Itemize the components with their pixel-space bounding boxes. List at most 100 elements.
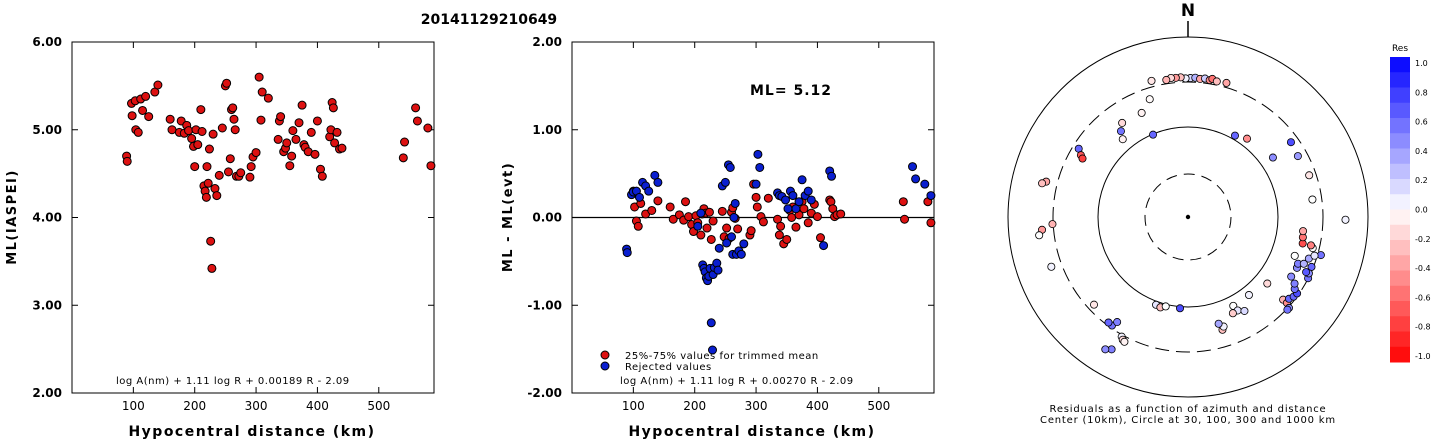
- x-tick-label: 300: [745, 399, 768, 413]
- accepted-point: [706, 234, 716, 244]
- ml-annotation: ML= 5.12: [750, 83, 832, 99]
- station-point: [1243, 134, 1252, 143]
- colorbar-title: Res: [1392, 44, 1408, 54]
- accepted-point: [122, 156, 132, 166]
- rejected-point: [797, 175, 807, 185]
- accepted-point: [702, 223, 712, 233]
- colorbar-tick-label: -0.2: [1415, 235, 1431, 244]
- accepted-point: [203, 178, 213, 188]
- rejected-point: [653, 177, 663, 187]
- x-tick-label: 500: [367, 399, 390, 413]
- accepted-point: [722, 223, 732, 233]
- accepted-point: [225, 154, 235, 164]
- station-point: [1047, 262, 1056, 271]
- accepted-point: [187, 134, 197, 144]
- accepted-point: [330, 138, 340, 148]
- station-point: [1283, 305, 1292, 314]
- accepted-point: [197, 127, 207, 137]
- rejected-point: [803, 186, 813, 196]
- colorbar-segment: [1390, 301, 1410, 317]
- rejected-point: [794, 197, 804, 207]
- plot-frame: [71, 41, 435, 394]
- station-point: [1240, 306, 1249, 315]
- x-tick-label: 200: [683, 399, 706, 413]
- accepted-point: [426, 161, 436, 171]
- colorbar-segment: [1390, 316, 1410, 332]
- legend-label-rejected: Rejected values: [625, 362, 712, 373]
- station-point: [1147, 76, 1156, 85]
- rejected-point: [644, 186, 654, 196]
- rejected-point: [920, 179, 930, 189]
- accepted-point: [276, 112, 286, 122]
- colorbar-segment: [1390, 194, 1410, 210]
- accepted-point: [263, 93, 273, 103]
- accepted-point: [212, 191, 222, 201]
- accepted-point: [127, 111, 137, 121]
- rejected-point: [736, 249, 746, 259]
- colorbar-segment: [1390, 102, 1410, 119]
- colorbar-segment: [1390, 57, 1410, 73]
- station-point: [1161, 302, 1170, 311]
- rejected-point: [783, 204, 793, 214]
- station-point: [1287, 272, 1296, 281]
- station-point: [1212, 77, 1221, 86]
- y-tick-label: -2.00: [527, 386, 562, 400]
- x-tick-label: 300: [245, 399, 268, 413]
- colorbar-segment: [1390, 240, 1410, 256]
- accepted-point: [204, 144, 214, 154]
- formula-label: log A(nm) + 1.11 log R + 0.00270 R - 2.0…: [620, 376, 854, 387]
- accepted-point: [815, 233, 825, 243]
- x-tick-label: 100: [622, 399, 645, 413]
- colorbar-segment: [1390, 346, 1410, 363]
- station-point: [1101, 345, 1110, 354]
- y-axis-label: ML - ML(evt): [501, 162, 516, 272]
- epicenter-dot: [1185, 214, 1191, 220]
- accepted-point: [254, 72, 264, 82]
- ring-1000km: [1007, 36, 1369, 398]
- accepted-point: [297, 100, 307, 110]
- accepted-point: [141, 91, 151, 101]
- accepted-point: [411, 103, 421, 113]
- station-point: [1263, 279, 1272, 288]
- station-point: [1078, 154, 1087, 163]
- rejected-point: [725, 162, 735, 172]
- accepted-point: [208, 129, 218, 139]
- rejected-point: [781, 195, 791, 205]
- y-tick-label: 6.00: [32, 35, 62, 49]
- caption-line-1: Residuals as a function of azimuth and d…: [1050, 404, 1327, 415]
- accepted-point: [332, 127, 342, 137]
- accepted-point: [751, 192, 761, 202]
- accepted-point: [803, 218, 813, 228]
- accepted-point: [217, 123, 227, 133]
- accepted-point: [251, 148, 261, 158]
- station-points: [1035, 73, 1350, 354]
- colorbar-segment: [1390, 163, 1410, 180]
- accepted-point: [746, 226, 756, 236]
- station-point: [1299, 259, 1308, 268]
- station-point: [1230, 131, 1239, 140]
- rejected-point: [788, 191, 798, 201]
- accepted-point: [312, 116, 322, 126]
- rejected-point: [708, 345, 718, 355]
- rejected-point: [729, 213, 739, 222]
- accepted-point: [138, 105, 148, 115]
- colorbar-segment: [1390, 209, 1410, 226]
- station-point: [1228, 309, 1237, 318]
- station-point: [1290, 279, 1299, 288]
- formula-label: log A(nm) + 1.11 log R + 0.00189 R - 2.0…: [116, 376, 350, 387]
- accepted-point: [288, 126, 298, 136]
- x-axis-label: Hypocentral distance (km): [128, 424, 375, 440]
- colorbar-segment: [1390, 224, 1410, 241]
- accepted-point: [294, 118, 304, 128]
- station-point: [1222, 78, 1231, 87]
- rejected-point: [755, 162, 765, 172]
- x-axis-ticks: 100 200 300 400 500: [622, 42, 890, 413]
- accepted-point: [763, 193, 773, 203]
- station-point: [1299, 227, 1308, 236]
- colorbar-tick-label: 0.2: [1415, 176, 1428, 185]
- colorbar-segment: [1390, 118, 1410, 134]
- rejected-point: [751, 179, 761, 189]
- accepted-point: [412, 116, 422, 126]
- accepted-point: [791, 222, 801, 232]
